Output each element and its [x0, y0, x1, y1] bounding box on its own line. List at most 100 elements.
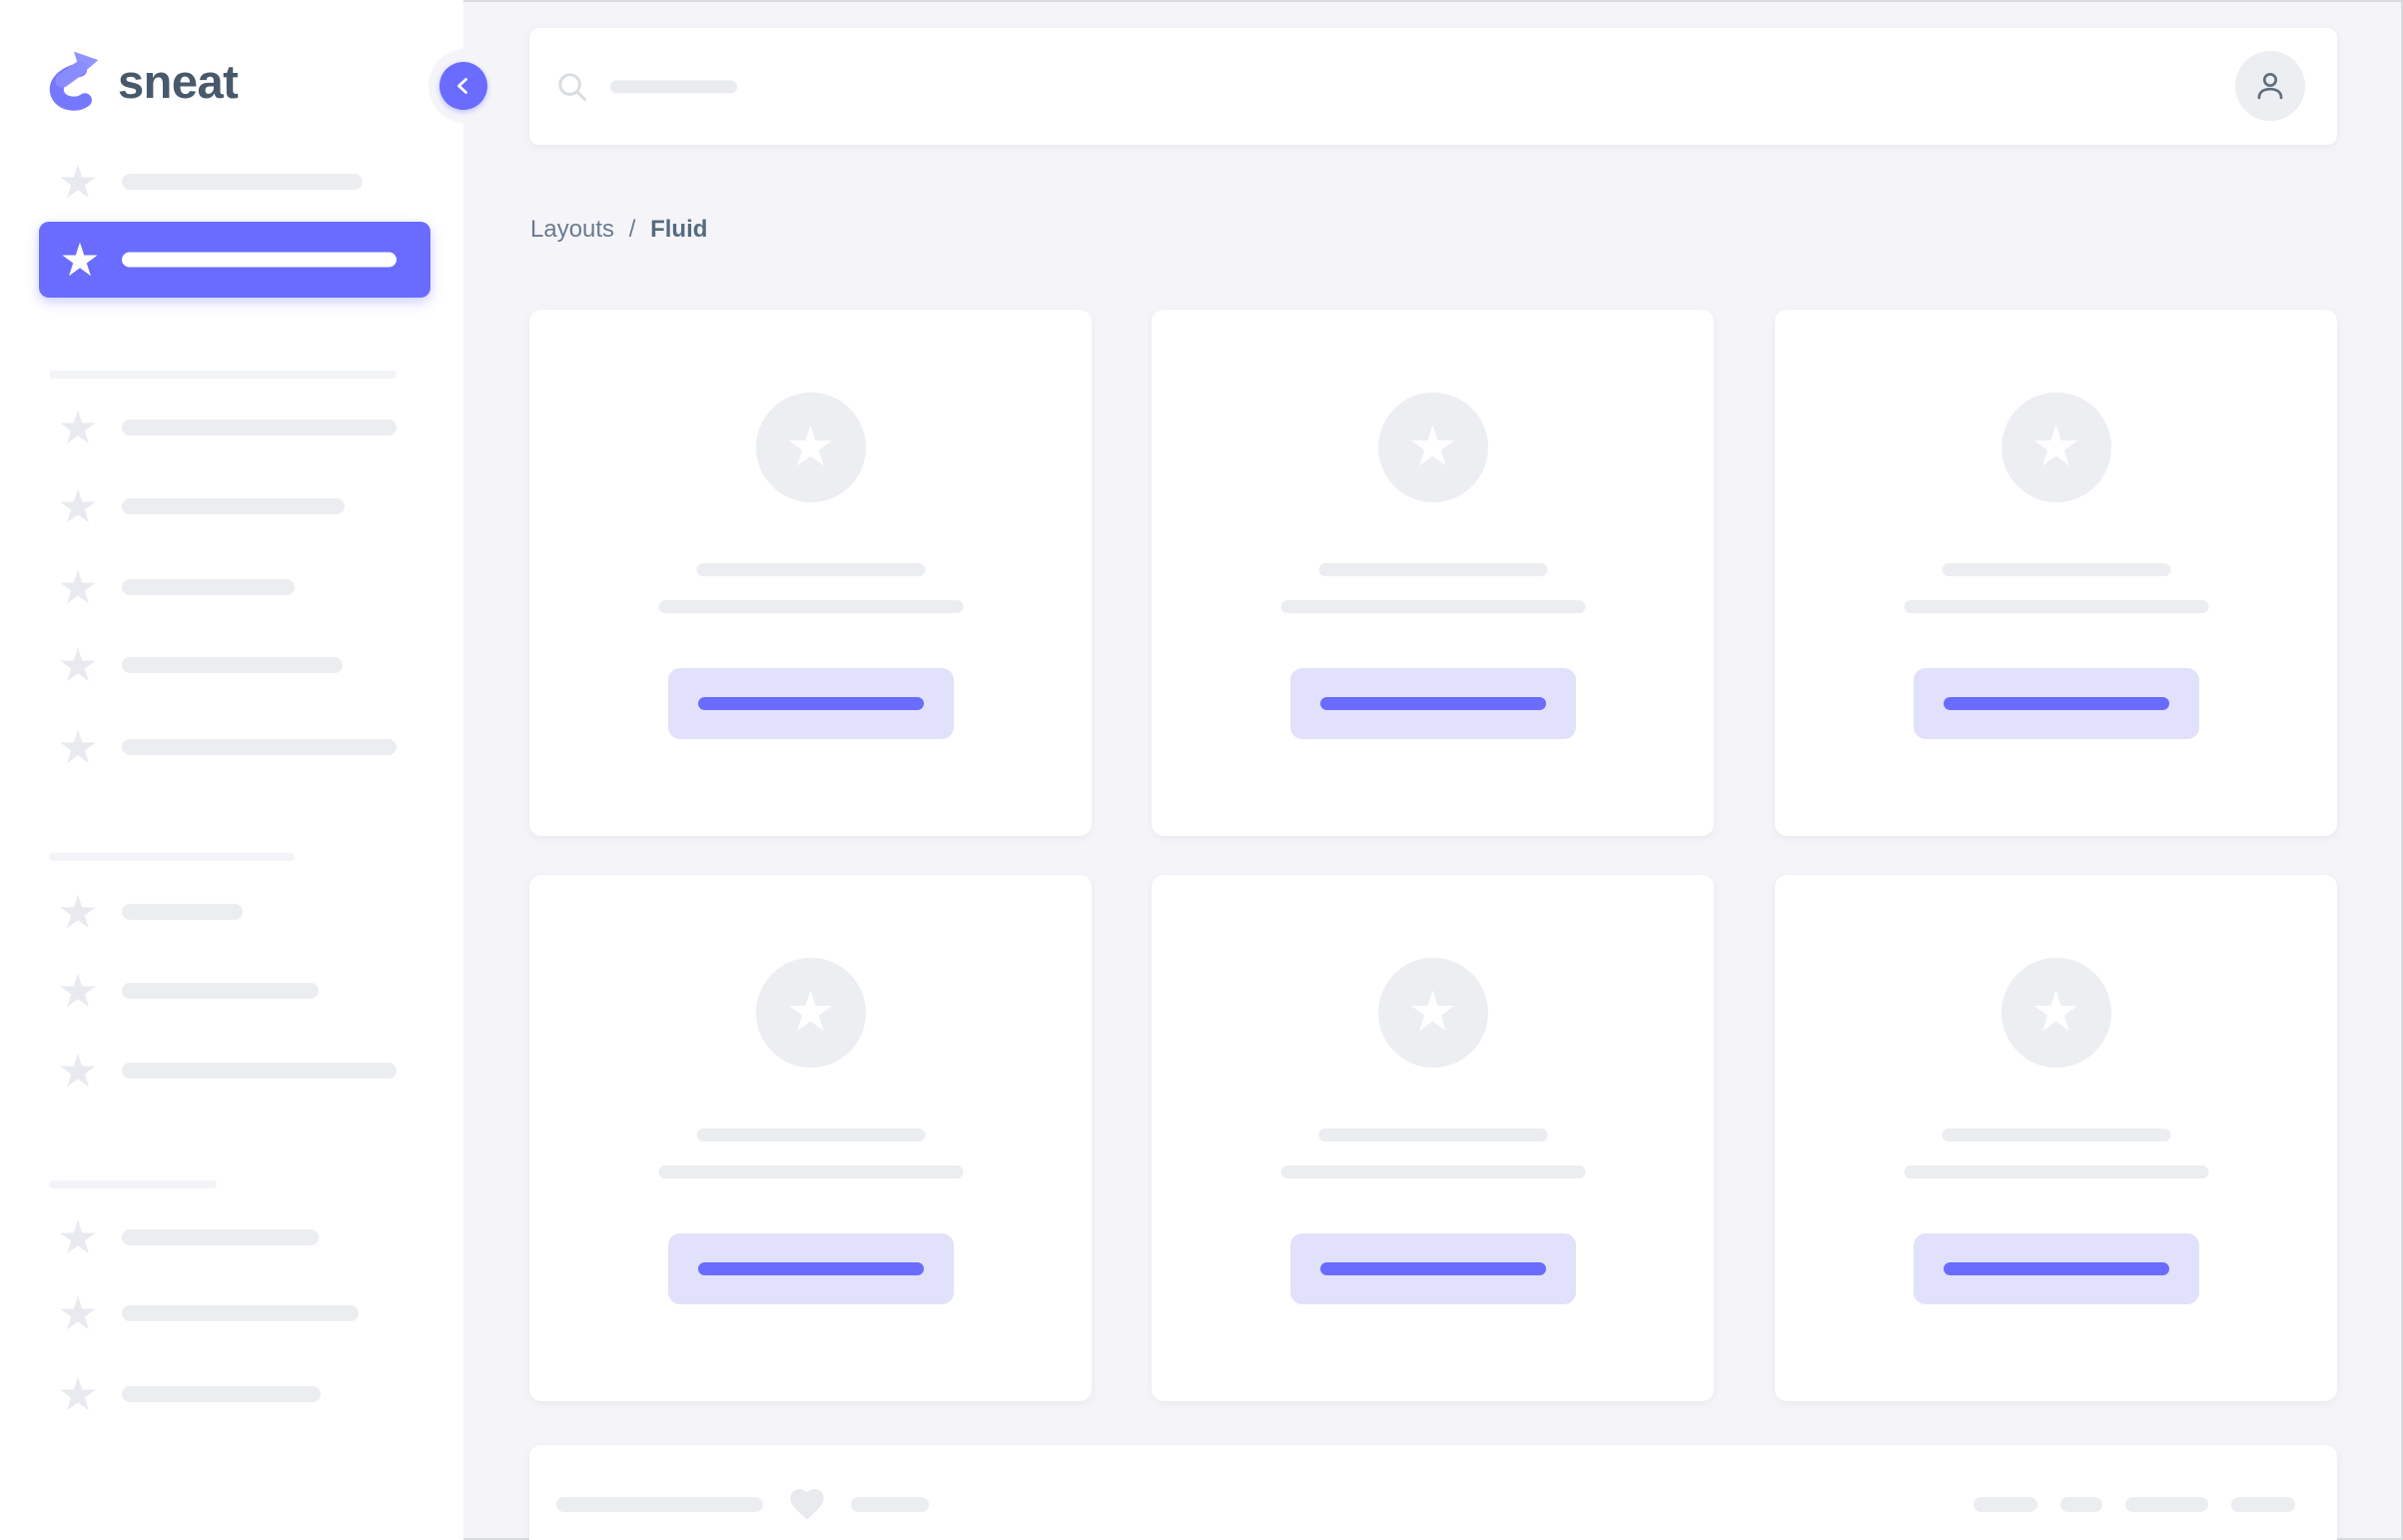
card-avatar-circle: ★ [1377, 958, 1488, 1068]
card-text-placeholder [1280, 1165, 1585, 1178]
brand-logo[interactable]: sneat [46, 46, 239, 118]
sidebar-item-label-placeholder [122, 252, 397, 268]
sidebar-item[interactable]: ★ [0, 466, 463, 546]
footer-link-placeholder [2125, 1496, 2208, 1512]
person-icon [2257, 72, 2283, 100]
star-icon: ★ [1407, 980, 1458, 1045]
sidebar-item[interactable]: ★ [0, 142, 463, 222]
star-icon: ★ [57, 400, 99, 454]
sidebar-item[interactable]: ★ [0, 1197, 463, 1277]
button-label-placeholder [1319, 1262, 1546, 1275]
sidebar-item-label-placeholder [122, 739, 397, 755]
sidebar-item-label-placeholder [122, 1386, 321, 1402]
star-icon: ★ [57, 479, 99, 533]
star-icon: ★ [57, 885, 99, 939]
card-avatar-circle: ★ [2001, 392, 2111, 502]
brand-name: sneat [118, 55, 239, 108]
sidebar-item-label-placeholder [122, 657, 343, 673]
breadcrumb: Layouts / Fluid [530, 216, 707, 244]
footer-text-placeholder [851, 1496, 929, 1512]
breadcrumb-item-fluid: Fluid [650, 216, 708, 243]
star-icon: ★ [785, 414, 836, 479]
card-action-button[interactable] [1289, 1233, 1576, 1304]
footer-text-placeholder [556, 1496, 763, 1512]
star-icon: ★ [2030, 980, 2081, 1045]
sidebar-item-label-placeholder [122, 904, 243, 920]
sidebar-collapse-button[interactable] [439, 62, 487, 110]
breadcrumb-separator: / [628, 216, 636, 243]
placeholder-card: ★ [1775, 310, 2337, 836]
star-icon: ★ [57, 1210, 99, 1264]
sidebar-item[interactable]: ★ [0, 951, 463, 1031]
star-icon: ★ [57, 1286, 99, 1340]
card-text-placeholder [658, 1165, 963, 1178]
star-icon: ★ [57, 560, 99, 614]
search-input-placeholder[interactable] [610, 80, 737, 93]
sidebar-item[interactable]: ★ [0, 872, 463, 952]
user-avatar-button[interactable] [2235, 51, 2305, 121]
placeholder-card: ★ [529, 875, 1092, 1401]
card-avatar-circle: ★ [1377, 392, 1488, 502]
sidebar-item[interactable]: ★ [0, 387, 463, 467]
footer-link-placeholder [2060, 1496, 2102, 1512]
sidebar-item-label-placeholder [122, 983, 319, 999]
card-action-button[interactable] [667, 668, 954, 739]
card-text-placeholder [658, 600, 963, 613]
sidebar-item-label-placeholder [122, 174, 363, 190]
chevron-left-icon [457, 78, 467, 94]
sidebar-section-divider [49, 1180, 217, 1188]
breadcrumb-item-layouts[interactable]: Layouts [530, 216, 615, 243]
card-action-button[interactable] [1913, 668, 2199, 739]
star-icon: ★ [59, 233, 101, 287]
placeholder-card: ★ [1152, 875, 1714, 1401]
card-avatar-circle: ★ [755, 392, 866, 502]
button-label-placeholder [1943, 1262, 2169, 1275]
card-action-button[interactable] [1289, 668, 1576, 739]
star-icon: ★ [57, 638, 99, 692]
star-icon: ★ [57, 720, 99, 774]
card-text-placeholder [1942, 1129, 2170, 1142]
sidebar-item[interactable]: ★ [0, 547, 463, 627]
card-text-placeholder [696, 563, 925, 576]
button-label-placeholder [1319, 697, 1546, 710]
heart-icon [790, 1489, 824, 1520]
sidebar-item-label-placeholder [122, 1305, 359, 1321]
placeholder-card: ★ [1152, 310, 1714, 836]
card-text-placeholder [1318, 563, 1547, 576]
star-icon: ★ [57, 1044, 99, 1098]
placeholder-card: ★ [1775, 875, 2337, 1401]
card-text-placeholder [1318, 1129, 1547, 1142]
footer-links [1974, 1496, 2295, 1512]
sneat-logo-icon [49, 51, 99, 111]
search-icon [558, 72, 587, 101]
card-text-placeholder [1942, 563, 2170, 576]
card-avatar-circle: ★ [755, 958, 866, 1068]
sidebar-item-label-placeholder [122, 1063, 397, 1079]
star-icon: ★ [57, 1367, 99, 1421]
sidebar-section-divider [49, 371, 397, 379]
sidebar: sneat ★ ★ ★ ★ ★ ★ ★ ★ ★ ★ ★ ★ ★ [0, 0, 463, 1540]
button-label-placeholder [1943, 697, 2169, 710]
sidebar-item[interactable]: ★ [0, 707, 463, 787]
footer-card [529, 1445, 2337, 1540]
placeholder-card: ★ [529, 310, 1092, 836]
card-action-button[interactable] [1913, 1233, 2199, 1304]
sidebar-item[interactable]: ★ [0, 1273, 463, 1353]
sidebar-item-label-placeholder [122, 579, 295, 595]
star-icon: ★ [2030, 414, 2081, 479]
card-text-placeholder [696, 1129, 925, 1142]
sidebar-item-active[interactable]: ★ [39, 222, 430, 298]
star-icon: ★ [785, 980, 836, 1045]
button-label-placeholder [697, 1262, 924, 1275]
footer-content [556, 1445, 2295, 1540]
sidebar-item-label-placeholder [122, 419, 397, 435]
search-bar[interactable] [529, 28, 2337, 145]
sidebar-item[interactable]: ★ [0, 625, 463, 705]
sidebar-item[interactable]: ★ [0, 1354, 463, 1434]
sidebar-item[interactable]: ★ [0, 1031, 463, 1111]
card-text-placeholder [1280, 600, 1585, 613]
card-action-button[interactable] [667, 1233, 954, 1304]
footer-link-placeholder [2231, 1496, 2295, 1512]
footer-link-placeholder [1974, 1496, 2037, 1512]
sidebar-item-label-placeholder [122, 498, 345, 514]
